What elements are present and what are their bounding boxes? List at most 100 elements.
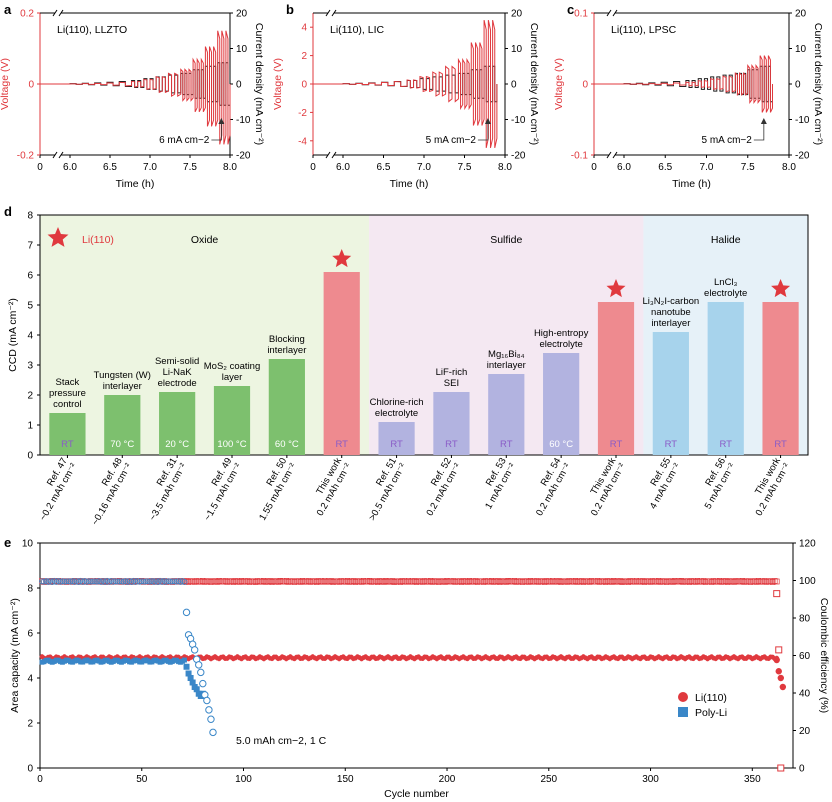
x-tick-label: 0	[37, 774, 43, 785]
y-right-tick-label: 10	[236, 44, 248, 55]
bar-temperature-label: RT	[335, 439, 348, 450]
bar-description: Semi-solid	[155, 356, 199, 367]
x-tick-label: 0	[591, 162, 597, 173]
y-tick-label: 1	[27, 421, 33, 432]
bar-description: Tungsten (W)	[94, 370, 151, 381]
y-right-tick-label: 60	[799, 651, 811, 662]
y-tick-label: 8	[27, 211, 33, 222]
x-tick-label: 8.0	[782, 162, 796, 173]
bar-temperature-label: RT	[500, 439, 513, 450]
bar-description: control	[53, 399, 82, 410]
bar-description: Blocking	[269, 334, 305, 345]
y-right-axis-label: Coulombic efficiency (%)	[818, 598, 830, 713]
x-tick-label: 350	[744, 774, 761, 785]
star-icon	[771, 279, 791, 298]
panel-d-chart: Oxide Sulfide Halide 0 1 2 3 4 5 6 7 8 CCD (mA cm⁻²)…	[7, 211, 809, 527]
x-tick-label: 7.0	[700, 162, 714, 173]
bar-description: interlayer	[487, 360, 526, 371]
x-tick-label: 0	[310, 162, 316, 173]
x-tick-label: 300	[642, 774, 659, 785]
y-right-tick-label: 80	[799, 614, 811, 625]
x-tick-label: 6.0	[336, 162, 350, 173]
y-left-axis-label: Voltage (V)	[272, 58, 284, 110]
y-axis-label: CCD (mA cm⁻²)	[7, 298, 19, 372]
x-tick-label-group: Ref. 48~0.16 mAh cm⁻²	[90, 456, 134, 527]
polyli-capacity-point	[189, 679, 196, 686]
x-tick-label: 7.5	[741, 162, 755, 173]
x-tick-label: 6.0	[63, 162, 77, 173]
bar-description: interlayer	[103, 381, 142, 392]
y-left-axis-label: Voltage (V)	[0, 58, 11, 110]
bar-description: LiF-rich	[436, 367, 468, 378]
y-right-tick-label: 120	[799, 539, 816, 550]
voltage-trace	[594, 55, 773, 113]
bar	[159, 392, 196, 455]
bar	[268, 359, 305, 455]
axis-break-mark	[606, 9, 612, 17]
y-right-tick-label: -10	[795, 115, 810, 126]
axis-break-mark	[612, 9, 618, 17]
bar-temperature-label: RT	[774, 439, 787, 450]
bar-description: Li₃N₂I-carbon	[643, 296, 700, 307]
inset-label: Li(110), LIC	[330, 24, 384, 36]
y-left-tick-label: 4	[27, 674, 33, 685]
x-tick-label: 6.5	[377, 162, 391, 173]
bar-temperature-label: RT	[61, 439, 74, 450]
bar	[213, 386, 251, 455]
bar	[707, 302, 744, 455]
x-tick-label: 8.0	[223, 162, 237, 173]
y-left-tick-label: 0	[301, 80, 307, 91]
y-left-tick-label: 6	[27, 629, 33, 640]
y-left-tick-label: -0.2	[17, 151, 35, 162]
legend-li110-marker	[678, 692, 688, 702]
x-tick-label: 7.0	[417, 162, 431, 173]
bar-temperature-label: 100 °C	[217, 439, 246, 450]
y-left-tick-label: 0.1	[574, 9, 588, 20]
x-tick-label: 6.5	[103, 162, 117, 173]
y-right-tick-label: -10	[236, 115, 251, 126]
x-tick-label-group: Ref. 31~3.5 mAh cm⁻²	[147, 456, 189, 523]
x-tick-label-group: Ref. 540.2 mAh cm⁻²	[534, 456, 573, 518]
bar-description: Li-NaK	[163, 367, 193, 378]
panel-label-c: c	[567, 2, 574, 17]
y-left-tick-label: 2	[27, 719, 33, 730]
y-right-tick-label: -10	[511, 115, 526, 126]
y-left-tick-label: 0	[27, 764, 33, 775]
y-right-tick-label: 100	[799, 576, 816, 587]
bar-description: interlayer	[267, 345, 306, 356]
polyli-ce-point	[209, 728, 217, 737]
bar-description: electrode	[158, 378, 197, 389]
y-left-tick-label: -0.1	[571, 151, 589, 162]
legend-label: Li(110)	[82, 234, 114, 246]
y-left-tick-label: 0.2	[20, 9, 34, 20]
axis-break-mark	[325, 9, 331, 17]
group-background-oxide	[40, 215, 370, 455]
bar-description: LnCl₃	[714, 277, 738, 288]
axis-break-mark	[606, 151, 612, 159]
bar	[762, 302, 799, 455]
legend-li110-label: Li(110)	[695, 692, 727, 704]
y-left-tick-label: 0	[582, 80, 588, 91]
polyli-capacity-point	[193, 686, 200, 693]
bar-description: High-entropy	[534, 328, 589, 339]
x-tick-label: 200	[439, 774, 456, 785]
bar-description: electrolyte	[375, 408, 418, 419]
star-icon	[606, 279, 626, 298]
polyli-ce-point	[203, 696, 211, 705]
polyli-ce-point	[199, 679, 207, 688]
x-tick-label: 7.5	[183, 162, 197, 173]
group-label-halide: Halide	[711, 234, 741, 246]
li110-ce-point	[777, 764, 785, 772]
bar-temperature-label: 60 °C	[549, 439, 573, 450]
polyli-ce-point	[205, 706, 213, 714]
li110-ce-point	[773, 590, 781, 598]
y-tick-label: 6	[27, 271, 33, 282]
y-left-axis-label: Voltage (V)	[553, 58, 565, 110]
bar-description: Stack	[56, 377, 80, 388]
voltage-trace	[40, 30, 231, 145]
x-axis-label: Time (h)	[672, 178, 711, 190]
